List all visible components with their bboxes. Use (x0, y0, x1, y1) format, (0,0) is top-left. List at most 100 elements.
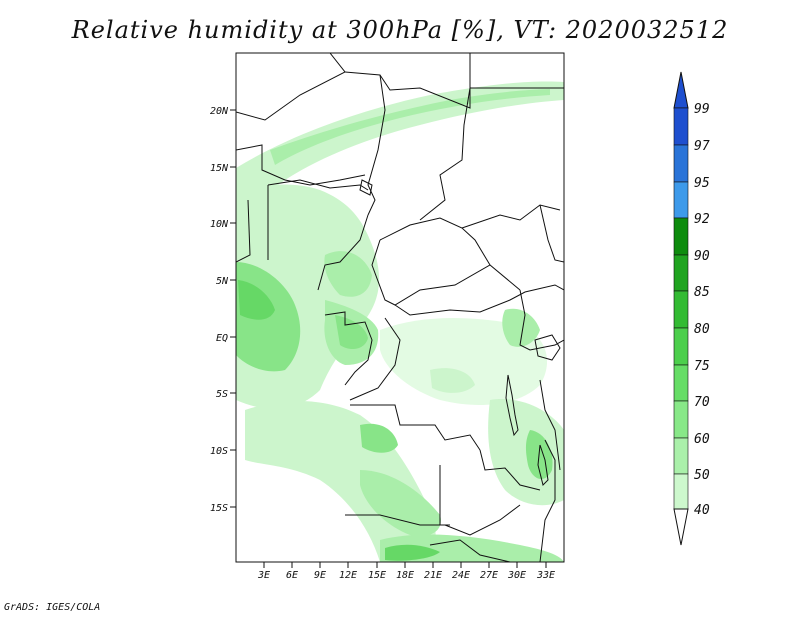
lat-tick: 15S (210, 503, 236, 514)
lon-tick: 6E (286, 562, 298, 581)
lon-tick-label: 18E (396, 570, 414, 581)
colorbar-segment (673, 181, 689, 219)
border-congo-drc (349, 317, 401, 401)
colorbar-segment (673, 327, 689, 366)
border-mozambique (539, 439, 556, 562)
border-east-africa (519, 289, 564, 351)
lat-axis: 20N 15N 10N 5N EQ 5S 10S 15S (210, 106, 236, 514)
lon-tick: 27E (480, 562, 498, 581)
lon-tick: 9E (314, 562, 326, 581)
colorbar-segment (673, 217, 689, 256)
lat-tick-label: 5S (216, 389, 228, 400)
border-botswana (429, 539, 511, 562)
border-ghana-togo (236, 199, 251, 263)
map-frame (235, 52, 565, 563)
colorbar-segment (673, 144, 689, 183)
lat-tick: EQ (216, 333, 236, 344)
country-borders (236, 53, 564, 562)
border-drc-zambia (479, 449, 541, 491)
colorbar: 99 97 95 92 90 85 80 75 70 60 50 40 (673, 71, 710, 546)
lat-tick: 15N (210, 163, 236, 174)
lon-tick-label: 30E (507, 570, 526, 581)
lat-tick-label: 15S (210, 503, 228, 514)
credit-text: GrADS: IGES/COLA (4, 602, 101, 613)
colorbar-top-arrow (673, 71, 689, 109)
colorbar-bottom-arrow (673, 508, 689, 546)
border-angola-namibia (345, 514, 450, 526)
lat-tick-label: 10N (210, 219, 229, 230)
colorbar-segment (673, 107, 689, 146)
lat-tick-label: 15N (210, 163, 229, 174)
colorbar-label: 60 (694, 432, 710, 447)
colorbar-segment (673, 290, 689, 329)
colorbar-label: 50 (694, 468, 710, 483)
colorbar-segment (673, 364, 689, 402)
border-zambia-zimbabwe (444, 504, 521, 536)
lon-tick: 21E (424, 562, 442, 581)
lon-tick: 33E (536, 562, 555, 581)
border-car-drc (394, 284, 564, 316)
lon-tick: 12E (339, 562, 357, 581)
humidity-gabon-core (335, 315, 368, 350)
lakes (359, 179, 561, 486)
lon-tick-label: 21E (424, 570, 442, 581)
lat-tick-label: EQ (216, 333, 228, 344)
lake-victoria (534, 334, 561, 361)
lat-tick: 10N (210, 219, 236, 230)
colorbar-label: 92 (694, 212, 710, 227)
humidity-band-north (236, 81, 564, 201)
colorbar-label: 99 (694, 102, 710, 117)
border-niger-chad (367, 74, 386, 216)
border-gabon-congo (324, 311, 373, 386)
lat-tick-label: 20N (210, 106, 229, 117)
humidity-congo (380, 318, 548, 405)
lon-tick: 15E (368, 562, 386, 581)
lat-tick: 5N (216, 276, 236, 287)
colorbar-segment (673, 400, 689, 439)
humidity-zambia (360, 470, 441, 537)
lat-tick-label: 5N (216, 276, 229, 287)
lon-tick-label: 12E (339, 570, 357, 581)
colorbar-label: 70 (694, 395, 710, 410)
border-chad-sudan (419, 87, 471, 221)
lat-tick-label: 10S (210, 446, 228, 457)
lon-axis: 3E 6E 9E 12E 15E 18E 21E 24E 27E 30E 33E (257, 562, 555, 581)
lake-malawi (537, 444, 549, 486)
colorbar-label: 90 (694, 249, 710, 264)
lat-tick: 5S (216, 389, 236, 400)
border-mali-niger (236, 144, 366, 186)
lon-tick: 30E (507, 562, 526, 581)
border-cameroon-car (371, 239, 521, 306)
border-tanzania (539, 379, 561, 471)
lake-tanganyika (505, 374, 519, 437)
border-drc-angola (350, 404, 481, 451)
lon-tick-label: 6E (286, 570, 298, 581)
border-nigeria-cameroon (317, 214, 369, 291)
colorbar-segment (673, 473, 689, 510)
colorbar-segment (673, 437, 689, 475)
border-algeria-niger (236, 53, 346, 121)
colorbar-label: 85 (694, 285, 710, 300)
colorbar-segment (673, 254, 689, 292)
humidity-congo-core (430, 368, 475, 393)
humidity-band-north-core (270, 89, 550, 165)
border-nigeria-niger (267, 179, 369, 191)
border-sudan-south-sudan (461, 204, 561, 229)
border-libya-niger (344, 53, 471, 109)
lake-chad (359, 179, 373, 196)
colorbar-label: 75 (694, 359, 710, 374)
humidity-west-core2 (238, 280, 275, 320)
humidity-east (488, 399, 564, 506)
border-chad-car (379, 217, 491, 266)
lon-tick-label: 9E (314, 570, 326, 581)
humidity-lakes (502, 308, 540, 347)
lon-tick-label: 3E (257, 570, 270, 581)
humidity-angola-core (360, 423, 398, 453)
humidity-field (236, 81, 564, 562)
lat-tick: 20N (210, 106, 236, 117)
lon-tick-label: 27E (480, 570, 498, 581)
border-ethiopia (539, 204, 564, 263)
lon-tick: 24E (452, 562, 470, 581)
lon-tick: 3E (257, 562, 270, 581)
